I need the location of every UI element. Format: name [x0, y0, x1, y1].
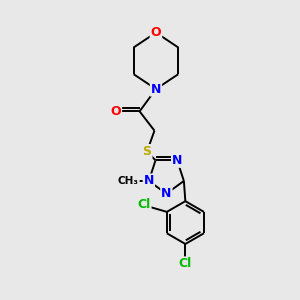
Text: CH₃: CH₃	[118, 176, 139, 186]
Text: N: N	[151, 82, 161, 96]
Text: S: S	[142, 145, 152, 158]
Text: O: O	[151, 26, 161, 39]
Text: N: N	[144, 175, 154, 188]
Text: Cl: Cl	[137, 198, 151, 211]
Text: N: N	[172, 154, 182, 167]
Text: Cl: Cl	[179, 257, 192, 270]
Text: O: O	[110, 105, 121, 118]
Text: N: N	[161, 187, 172, 200]
